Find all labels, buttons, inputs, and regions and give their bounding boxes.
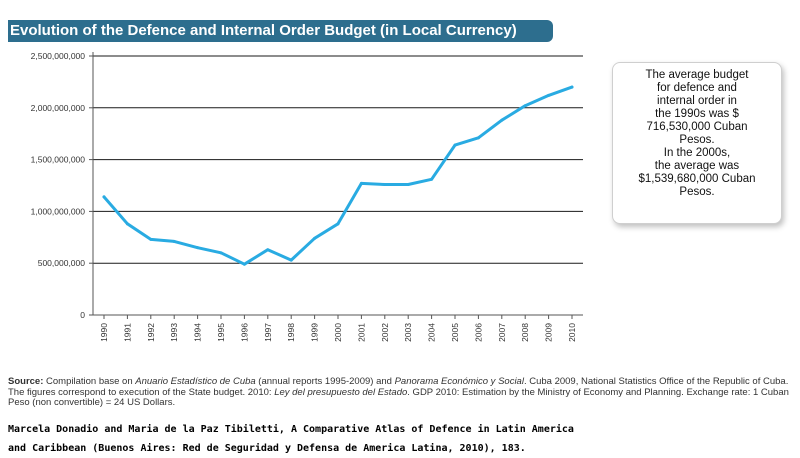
y-tick-label: 2,500,000,000 [31, 51, 86, 61]
x-tick-label: 1995 [216, 323, 226, 342]
data-point [196, 246, 200, 250]
x-tick-label: 1991 [122, 323, 132, 342]
x-tick-label: 2004 [427, 323, 437, 342]
x-tick-label: 2000 [333, 323, 343, 342]
x-tick-label: 2009 [544, 323, 554, 342]
data-point [242, 262, 246, 266]
x-tick-label: 2008 [520, 323, 530, 342]
citation-line-2: and Caribbean (Buenos Aires: Red de Segu… [8, 443, 526, 454]
y-tick-label: 1,000,000,000 [31, 206, 86, 216]
source-text-1: Compilation base on [43, 376, 136, 387]
source-text-3: . Cuba 2009, National Statistics Office … [8, 376, 789, 398]
source-text-2: (annual reports 1995-2009) and [255, 376, 395, 387]
data-point [383, 182, 387, 186]
budget-series-line [102, 85, 574, 266]
data-point [453, 143, 457, 147]
y-tick-label: 500,000,000 [38, 258, 86, 268]
x-tick-label: 1997 [263, 323, 273, 342]
x-tick-label: 2010 [567, 323, 577, 342]
chart: 0 500,000,000 1,000,000,000 1,500,000,000 2,… [31, 51, 583, 342]
y-tick-label: 0 [80, 310, 85, 320]
y-axis-ticks: 0 500,000,000 1,000,000,000 1,500,000,000 2,… [31, 51, 93, 320]
average-budget-callout: The average budget for defence and inter… [612, 62, 782, 224]
x-tick-label: 2002 [380, 323, 390, 342]
x-tick-label: 2006 [473, 323, 483, 342]
citation: Marcela Donadio and Maria de la Paz Tibi… [8, 420, 574, 458]
data-point [570, 85, 574, 89]
x-tick-label: 1999 [310, 323, 320, 342]
data-point [523, 104, 527, 108]
chart-title-bar: Evolution of the Defence and Internal Or… [8, 20, 553, 42]
data-point [476, 136, 480, 140]
gridlines [93, 55, 583, 264]
x-tick-label: 1996 [239, 323, 249, 342]
x-tick-label: 2007 [497, 323, 507, 342]
data-point [149, 237, 153, 241]
data-point [406, 182, 410, 186]
x-axis-ticks: 1990 1991 1992 1993 1994 1995 1996 1997 1998 1999… [99, 315, 577, 342]
data-point [313, 236, 317, 240]
x-tick-label: 1992 [146, 323, 156, 342]
data-points [102, 85, 574, 266]
data-point [359, 181, 363, 185]
data-point [500, 118, 504, 122]
data-point [102, 195, 106, 199]
source-note: Source: Compilation base on Anuario Esta… [8, 376, 793, 409]
data-point [125, 222, 129, 226]
data-point [430, 177, 434, 181]
data-point [289, 258, 293, 262]
x-tick-label: 2005 [450, 323, 460, 342]
source-label: Source: [8, 376, 44, 387]
data-point [172, 239, 176, 243]
data-point [219, 251, 223, 255]
citation-line-1: Marcela Donadio and Maria de la Paz Tibi… [8, 424, 574, 435]
x-tick-label: 1998 [286, 323, 296, 342]
callout-text: The average budget for defence and inter… [638, 69, 756, 198]
y-tick-label: 1,500,000,000 [31, 155, 86, 165]
x-tick-label: 2001 [356, 323, 366, 342]
data-point [336, 222, 340, 226]
x-tick-label: 1990 [99, 323, 109, 342]
x-tick-label: 1994 [193, 323, 203, 342]
chart-title: Evolution of the Defence and Internal Or… [10, 22, 517, 39]
source-text-4: . GDP 2010: Estimation by the Ministry o… [8, 386, 789, 408]
data-point [266, 248, 270, 252]
x-tick-label: 2003 [403, 323, 413, 342]
x-tick-label: 1993 [169, 323, 179, 342]
source-italic-3: Ley del presupuesto del Estado [274, 386, 408, 398]
source-italic-1: Anuario Estadístico de Cuba [135, 376, 256, 387]
y-tick-label: 2,000,000,000 [31, 103, 86, 113]
data-point [547, 93, 551, 97]
source-italic-2: Panorama Económico y Social [394, 376, 524, 387]
